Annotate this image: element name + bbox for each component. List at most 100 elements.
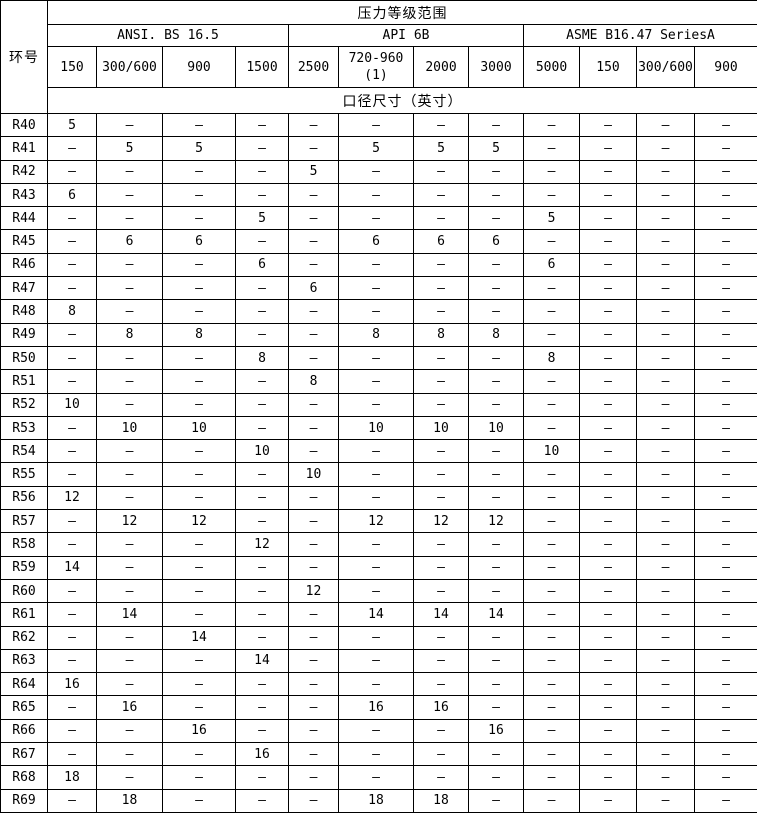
- size-value-cell: –: [468, 625, 524, 650]
- size-value-cell: –: [523, 788, 580, 813]
- table-row: R53–10 10– –10 10 10– – – –: [0, 415, 757, 441]
- pressure-class-header: 300/600: [636, 46, 695, 88]
- table-row: R66– –16– – – –16– – – –: [0, 718, 757, 744]
- size-value-cell: –: [338, 392, 414, 417]
- size-value-cell: –: [636, 206, 695, 231]
- ring-id-cell: R69: [0, 788, 48, 813]
- size-value-cell: –: [693, 252, 757, 278]
- size-value-cell: 14: [47, 555, 97, 580]
- size-value-cell: –: [636, 718, 695, 744]
- size-value-cell: –: [413, 369, 469, 394]
- size-value-cell: –: [338, 206, 414, 231]
- standard-group-header-asme: ASME B16.47 SeriesA: [522, 24, 757, 47]
- ring-id-cell: R40: [0, 112, 48, 138]
- size-value-cell: 8: [523, 345, 580, 371]
- size-value-cell: –: [693, 555, 757, 580]
- size-value-cell: –: [47, 345, 97, 371]
- size-value-cell: 5: [413, 136, 469, 161]
- table-row: R58– – –12– – – – – – – –: [0, 532, 757, 557]
- size-value-cell: –: [235, 159, 289, 184]
- size-value-cell: –: [96, 112, 163, 138]
- size-value-cell: –: [235, 578, 289, 604]
- size-value-cell: –: [162, 695, 236, 720]
- ring-id-cell: R53: [0, 415, 48, 441]
- size-value-cell: –: [468, 159, 524, 184]
- ring-id-cell: R65: [0, 695, 48, 720]
- size-value-cell: 16: [47, 672, 97, 697]
- table-row: R67– – –16– – – – – – – –: [0, 742, 757, 767]
- size-value-cell: –: [579, 345, 637, 371]
- size-value-cell: –: [468, 485, 524, 511]
- size-value-cell: 10: [235, 439, 289, 464]
- size-value-cell: –: [338, 672, 414, 697]
- size-value-cell: –: [47, 415, 97, 441]
- size-value-cell: –: [693, 648, 757, 674]
- table-row: R63– – –14– – – – – – – –: [0, 648, 757, 674]
- size-value-cell: –: [523, 578, 580, 604]
- size-value-cell: –: [47, 742, 97, 767]
- size-value-cell: –: [636, 648, 695, 674]
- size-value-cell: –: [96, 182, 163, 208]
- size-value-cell: –: [523, 718, 580, 744]
- size-value-cell: –: [579, 136, 637, 161]
- size-value-cell: –: [413, 625, 469, 650]
- size-value-cell: –: [579, 276, 637, 301]
- size-value-cell: –: [468, 299, 524, 324]
- size-value-cell: –: [235, 625, 289, 650]
- size-value-cell: –: [162, 672, 236, 697]
- size-value-cell: –: [235, 322, 289, 347]
- standard-group-header-ansi: ANSI. BS 16.5: [47, 24, 289, 47]
- size-value-cell: –: [579, 159, 637, 184]
- size-value-cell: –: [523, 672, 580, 697]
- size-value-cell: –: [693, 462, 757, 487]
- ring-id-cell: R56: [0, 485, 48, 511]
- size-value-cell: –: [523, 112, 580, 138]
- size-value-cell: –: [693, 322, 757, 347]
- size-value-cell: –: [235, 485, 289, 511]
- ring-id-cell: R63: [0, 648, 48, 674]
- size-value-cell: –: [235, 369, 289, 394]
- size-value-cell: –: [579, 648, 637, 674]
- pressure-class-header: 900: [693, 46, 757, 88]
- size-value-cell: 8: [338, 322, 414, 347]
- size-value-cell: –: [579, 602, 637, 627]
- pressure-class-header: 900: [162, 46, 236, 88]
- size-value-cell: –: [162, 252, 236, 278]
- size-value-cell: –: [162, 485, 236, 511]
- size-value-cell: –: [288, 392, 339, 417]
- size-value-cell: –: [96, 555, 163, 580]
- size-value-cell: –: [96, 159, 163, 184]
- size-value-cell: –: [579, 206, 637, 231]
- table-row: R64 16– – – – – – – – – – –: [0, 672, 757, 697]
- size-value-cell: –: [162, 369, 236, 394]
- size-value-cell: –: [579, 625, 637, 650]
- size-value-cell: –: [413, 276, 469, 301]
- size-value-cell: –: [288, 555, 339, 580]
- size-value-cell: –: [523, 555, 580, 580]
- size-value-cell: –: [468, 252, 524, 278]
- size-value-cell: –: [468, 182, 524, 208]
- table-row: R48 8– – – – – – – – – – –: [0, 299, 757, 324]
- size-value-cell: 8: [468, 322, 524, 347]
- size-value-cell: –: [288, 788, 339, 813]
- size-value-cell: –: [523, 462, 580, 487]
- size-value-cell: 16: [162, 718, 236, 744]
- size-value-cell: –: [162, 788, 236, 813]
- table-row: R50– – –8– – – –8– – –: [0, 345, 757, 371]
- standard-group-header-api: API 6B: [288, 24, 524, 47]
- size-value-cell: –: [162, 299, 236, 324]
- size-value-cell: –: [96, 206, 163, 231]
- size-value-cell: –: [636, 602, 695, 627]
- size-value-cell: 5: [235, 206, 289, 231]
- size-value-cell: –: [523, 229, 580, 254]
- size-value-cell: –: [96, 276, 163, 301]
- size-value-cell: 16: [468, 718, 524, 744]
- size-value-cell: –: [338, 252, 414, 278]
- size-value-cell: –: [47, 532, 97, 557]
- size-value-cell: –: [162, 578, 236, 604]
- size-value-cell: –: [288, 765, 339, 790]
- size-value-cell: 14: [413, 602, 469, 627]
- size-value-cell: –: [636, 276, 695, 301]
- size-value-cell: –: [468, 439, 524, 464]
